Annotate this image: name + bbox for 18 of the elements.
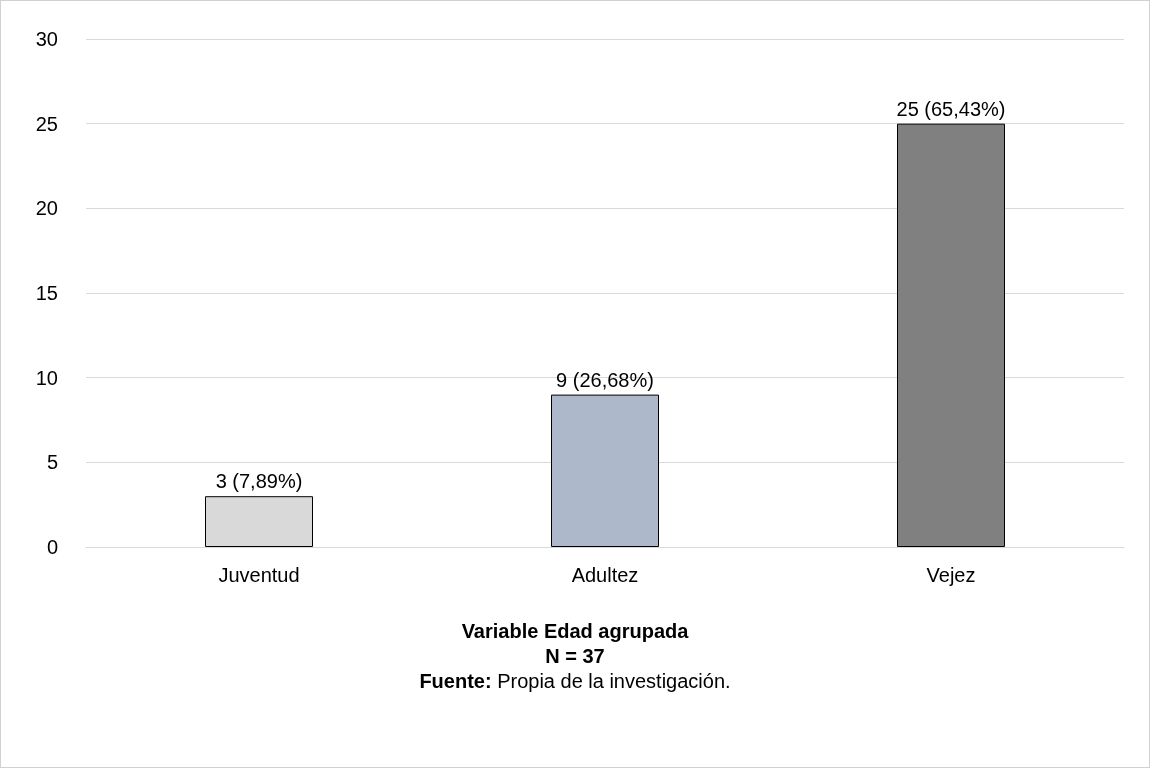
source-note: Fuente: Propia de la investigación. bbox=[419, 670, 731, 692]
y-tick-label: 15 bbox=[35, 282, 58, 304]
y-tick-label: 10 bbox=[35, 366, 58, 389]
y-tick-label: 20 bbox=[35, 197, 58, 220]
x-axis-title: Variable Edad agrupada bbox=[461, 620, 690, 642]
text: N = 37 bbox=[545, 645, 605, 667]
y-tick-label: 0 bbox=[46, 536, 58, 558]
data-label: 25 (65,43%) bbox=[896, 97, 1006, 120]
bar bbox=[897, 123, 1005, 547]
x-tick-label: Vejez bbox=[926, 564, 976, 586]
y-tick-label: 5 bbox=[46, 451, 58, 474]
data-label: 3 (7,89%) bbox=[215, 470, 303, 493]
y-tick-label: 30 bbox=[35, 28, 58, 50]
data-label: 9 (26,68%) bbox=[556, 368, 654, 391]
x-tick-label: Juventud bbox=[218, 564, 300, 586]
x-tick-label: Adultez bbox=[571, 564, 639, 586]
bar bbox=[551, 394, 659, 547]
y-tick-label: 25 bbox=[35, 112, 58, 135]
